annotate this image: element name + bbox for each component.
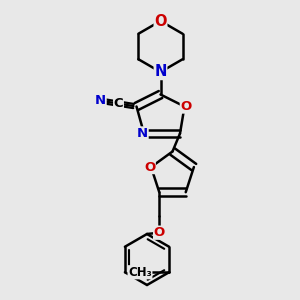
Text: N: N (95, 94, 106, 107)
Text: C: C (114, 97, 123, 110)
Text: CH₃: CH₃ (128, 266, 152, 279)
Text: O: O (180, 100, 192, 113)
Text: O: O (154, 14, 167, 28)
Text: O: O (154, 226, 165, 239)
Text: N: N (137, 127, 148, 140)
Text: O: O (144, 160, 155, 173)
Text: N: N (154, 64, 167, 80)
